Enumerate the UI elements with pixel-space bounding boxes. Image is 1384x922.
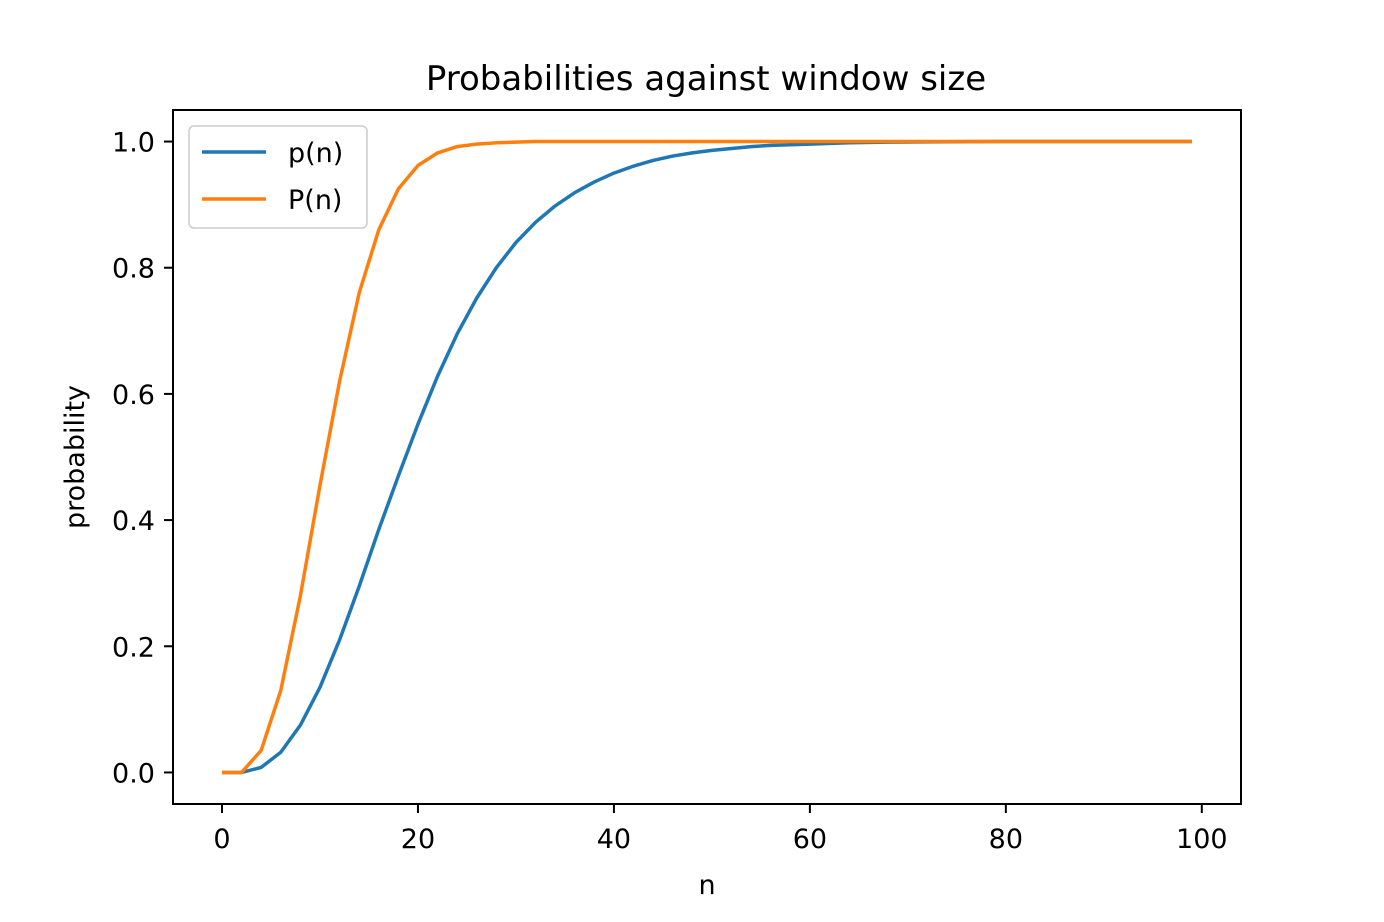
y-tick-label: 0.0: [112, 758, 155, 789]
x-tick-label: 60: [793, 824, 827, 855]
axis-ticks: 0 20 40 60 80 100 0.0 0.2 0.4 0.6 0.8 1.0: [112, 128, 1228, 855]
y-tick-label: 0.2: [112, 632, 155, 663]
legend: p(n) P(n): [188, 125, 368, 229]
x-tick-label: 20: [401, 824, 435, 855]
x-tick-label: 0: [213, 824, 230, 855]
legend-label-P: P(n): [288, 185, 342, 216]
chart-title: Probabilities against window size: [426, 59, 986, 99]
x-tick-label: 80: [989, 824, 1023, 855]
y-tick-label: 1.0: [112, 128, 155, 159]
x-axis-label: n: [698, 870, 715, 901]
y-tick-label: 0.8: [112, 254, 155, 285]
axes-frame: [172, 109, 1242, 805]
y-axis-label: probability: [60, 385, 91, 529]
x-tick-label: 40: [597, 824, 631, 855]
legend-label-p: p(n): [288, 138, 343, 169]
y-tick-label: 0.6: [112, 380, 155, 411]
x-tick-label: 100: [1176, 824, 1228, 855]
y-tick-label: 0.4: [112, 506, 155, 537]
plot-area: [221, 139, 1193, 775]
series-line-P: [221, 139, 1193, 775]
